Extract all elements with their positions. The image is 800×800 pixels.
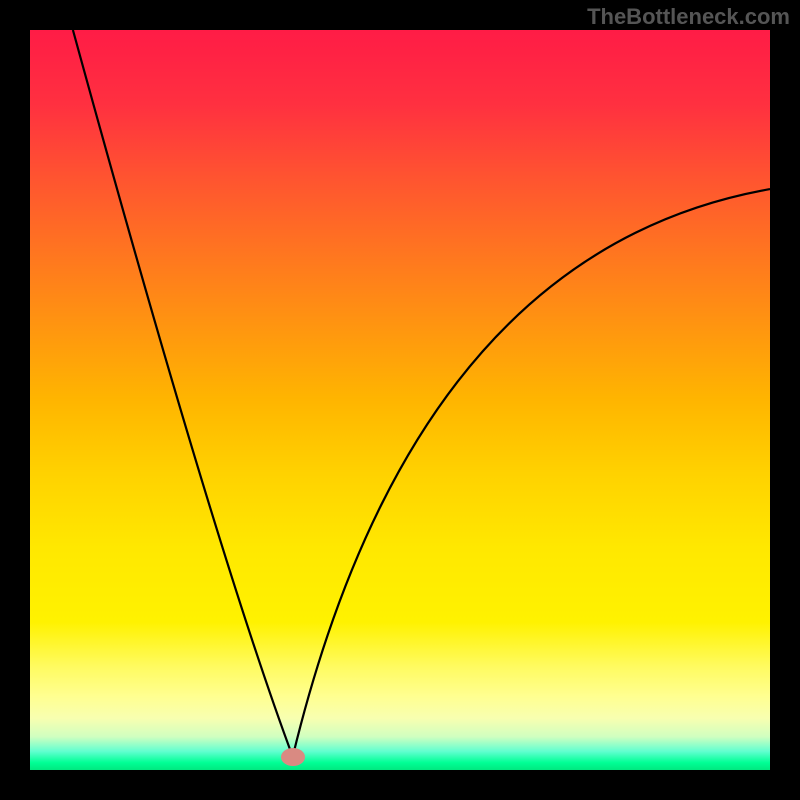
plot-area	[30, 30, 770, 770]
frame-bottom	[0, 770, 800, 800]
frame-right	[770, 0, 800, 800]
chart-container: TheBottleneck.com	[0, 0, 800, 800]
watermark-text: TheBottleneck.com	[587, 4, 790, 29]
optimum-marker	[281, 748, 305, 766]
chart-svg	[30, 30, 770, 770]
gradient-background	[30, 30, 770, 770]
watermark: TheBottleneck.com	[587, 4, 790, 30]
frame-left	[0, 0, 30, 800]
